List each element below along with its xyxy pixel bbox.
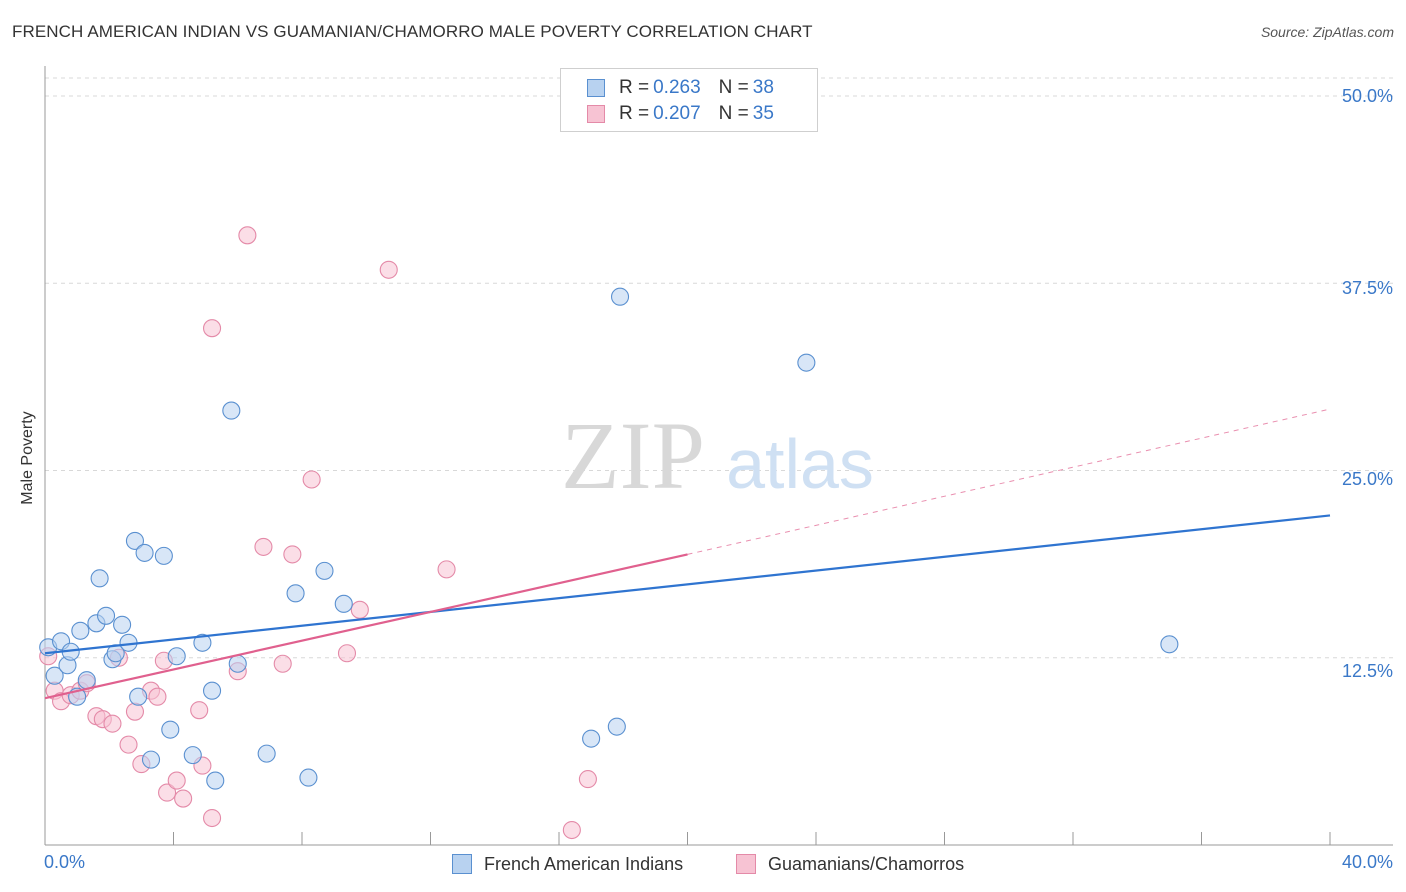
data-point-french-american-indian	[257, 744, 276, 763]
data-point-guamanian	[283, 545, 302, 564]
bottom-legend-swatch-blue	[452, 854, 472, 874]
y-tick-label-12-5: 12.5%	[1341, 661, 1393, 681]
data-point-guamanian	[238, 226, 257, 245]
data-point-guamanian	[302, 470, 321, 489]
data-point-guamanian	[437, 560, 456, 579]
legend-n-value: 38	[752, 77, 774, 98]
data-point-french-american-indian	[77, 671, 96, 690]
data-point-guamanian	[148, 687, 167, 706]
data-point-french-american-indian	[607, 717, 626, 736]
y-tick-label-37-5: 37.5%	[1341, 278, 1393, 298]
data-point-french-american-indian	[71, 621, 90, 640]
data-point-guamanian	[119, 735, 138, 754]
data-point-french-american-indian	[129, 687, 148, 706]
data-point-french-american-indian	[125, 531, 144, 550]
trendline-guamanians	[44, 553, 688, 700]
bottom-legend-french-american-indians: French American Indians	[452, 852, 683, 876]
legend-r-value: 0.207	[653, 103, 701, 124]
data-point-french-american-indian	[183, 746, 202, 765]
data-point-french-american-indian	[96, 606, 116, 625]
series-french-american-indian-points	[39, 287, 1179, 790]
legend-n-label: N =	[718, 103, 749, 124]
y-tick-label-50: 50.0%	[1341, 86, 1393, 106]
data-point-french-american-indian	[167, 647, 186, 666]
data-point-guamanian	[103, 714, 122, 733]
data-point-guamanian	[174, 789, 193, 808]
x-tick-label-min: 0.0%	[44, 852, 86, 872]
data-point-guamanian	[203, 319, 222, 338]
data-point-guamanian	[190, 701, 209, 720]
data-point-french-american-indian	[334, 594, 353, 613]
data-point-guamanian	[337, 644, 357, 663]
gridlines	[45, 77, 1393, 659]
data-point-french-american-indian	[315, 561, 334, 580]
data-point-french-american-indian	[45, 666, 64, 685]
trendline-french-american-indians	[44, 514, 1331, 655]
data-point-guamanian	[350, 600, 369, 619]
data-point-guamanian	[125, 702, 144, 721]
data-point-french-american-indian	[228, 654, 247, 673]
axes	[44, 66, 1393, 846]
legend-swatch-pink	[587, 105, 605, 123]
bottom-legend-label: French American Indians	[484, 853, 684, 874]
legend-n-label: N =	[718, 77, 749, 98]
data-point-french-american-indian	[203, 681, 222, 700]
y-tick-label-25: 25.0%	[1341, 469, 1393, 489]
bottom-legend-label: Guamanians/Chamorros	[768, 853, 965, 874]
data-point-french-american-indian	[154, 546, 173, 565]
data-point-french-american-indian	[797, 353, 816, 372]
data-point-french-american-indian	[222, 401, 241, 420]
data-point-guamanian	[379, 260, 398, 279]
data-point-french-american-indian	[193, 633, 212, 652]
data-point-french-american-indian	[582, 729, 601, 748]
data-point-french-american-indian	[206, 771, 225, 790]
legend-r-value: 0.263	[653, 77, 701, 98]
data-point-french-american-indian	[90, 569, 109, 588]
bottom-legend-swatch-pink	[736, 854, 756, 874]
data-point-french-american-indian	[161, 720, 180, 739]
source-credit: Source: ZipAtlas.com	[1260, 24, 1394, 40]
trendlines	[44, 408, 1331, 700]
chart-title: FRENCH AMERICAN INDIAN VS GUAMANIAN/CHAM…	[12, 22, 813, 41]
data-point-french-american-indian	[299, 768, 318, 787]
data-point-french-american-indian	[286, 584, 305, 603]
legend-swatch-blue	[587, 79, 605, 97]
watermark-atlas: atlas	[726, 425, 874, 503]
data-point-french-american-indian	[141, 750, 161, 769]
legend-row-french-american-indians: R = 0.263 N = 38	[587, 76, 774, 100]
watermark-zip: ZIP	[561, 402, 705, 509]
data-point-guamanian	[158, 783, 177, 802]
legend-row-guamanians: R = 0.207 N = 35	[587, 102, 774, 126]
data-point-guamanian	[254, 537, 273, 556]
series-guamanian-points	[39, 226, 597, 840]
data-point-french-american-indian	[1160, 635, 1179, 654]
x-tick-label-max: 40.0%	[1341, 852, 1393, 872]
data-point-guamanian	[167, 771, 186, 790]
data-point-french-american-indian	[113, 615, 132, 634]
data-point-french-american-indian	[135, 543, 154, 562]
legend-n-value: 35	[752, 103, 774, 124]
data-point-guamanian	[203, 808, 222, 828]
data-point-guamanian	[562, 820, 581, 840]
data-point-guamanian	[273, 654, 292, 673]
data-point-guamanian	[578, 770, 597, 789]
legend-r-label: R =	[619, 103, 650, 124]
stats-legend: R = 0.263 N = 38 R = 0.207 N = 35	[560, 68, 818, 132]
bottom-legend-guamanians: Guamanians/Chamorros	[736, 852, 964, 876]
data-point-french-american-indian	[610, 287, 630, 306]
legend-r-label: R =	[619, 77, 650, 98]
